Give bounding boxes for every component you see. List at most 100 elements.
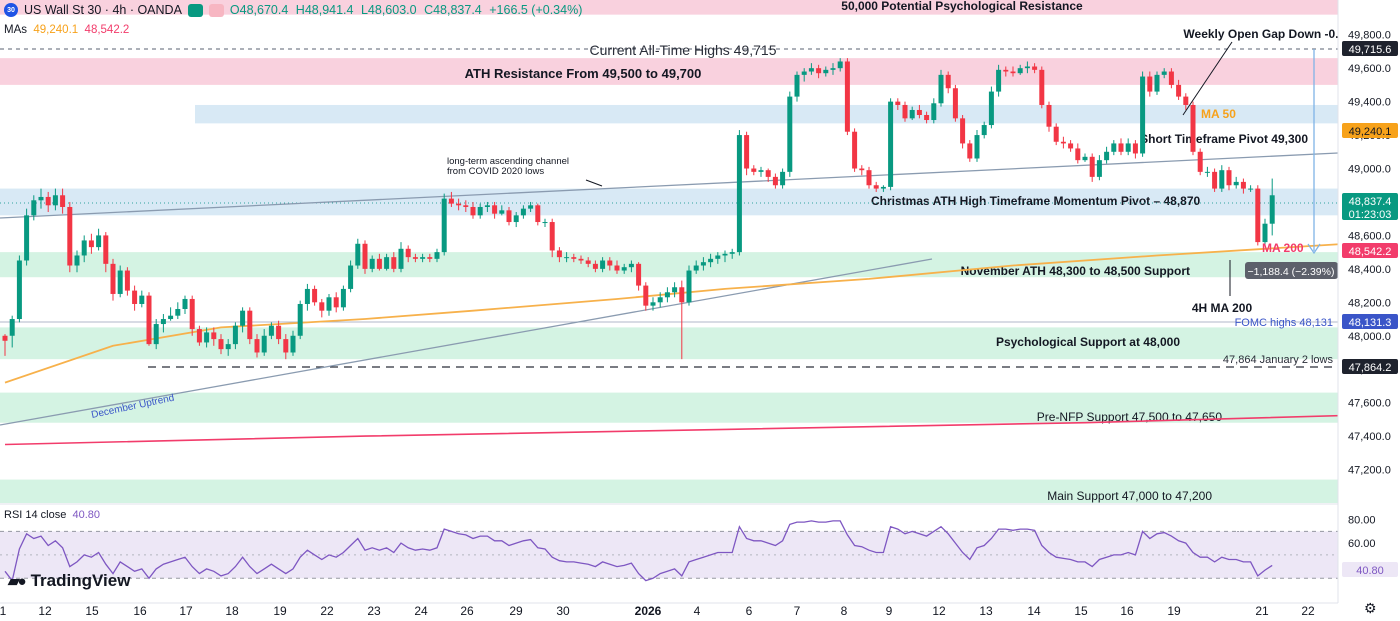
candle-body [88,240,94,248]
y-tick-label: 48,000.0 [1348,331,1391,343]
candle-body [513,215,519,223]
candle-body [24,215,30,261]
measure-badge [1245,262,1338,279]
last-price-tag [1342,193,1398,220]
x-tick-label: 15 [1074,604,1088,618]
candle-body [1233,181,1239,186]
candle-body [1032,66,1038,70]
candle-body [1125,143,1131,152]
candle-body [808,68,814,72]
candle-body [31,200,37,216]
candle-body [765,170,771,177]
rsi-line [4,520,1273,583]
candle-body [1075,148,1081,161]
candle-body [1154,74,1160,92]
candle-body [1269,195,1275,224]
annotation-ma200: MA 200 [1262,241,1304,255]
last-price-tag-label: 48,837.4 [1349,196,1392,208]
candle-body [456,203,462,206]
candle-body [679,287,685,303]
buy-dot-icon[interactable] [187,3,203,17]
y-tick-label: 49,000.0 [1348,164,1391,176]
candle-body [470,206,476,216]
x-tick-label: 13 [979,604,993,618]
rsi-value: 40.80 [72,509,101,521]
ohlc-readout: O48,670.4 H48,941.4 L48,603.0 C48,837.4 … [230,3,586,17]
candle-body [1010,71,1016,74]
candle-body [636,263,642,286]
candle-body [1003,69,1009,72]
x-tick-label: 19 [1167,604,1181,618]
ma50-line [4,240,1400,384]
y-tick-label: 49,600.0 [1348,63,1391,75]
candle-body [542,222,548,224]
candle-body [700,262,706,266]
candle-body [1104,151,1110,161]
x-tick-label: 30 [556,604,570,618]
annotation-4h-ma200: 4H MA 200 [1192,301,1253,315]
candle-body [952,88,958,119]
candle-body [1111,143,1117,152]
x-tick-label: 29 [509,604,523,618]
rsi-legend[interactable]: RSI 14 close 40.80 [4,509,100,521]
x-tick-label: 2026 [635,604,662,618]
ma200-price-tag-label: 48,542.2 [1349,246,1392,258]
candle-body [873,185,879,189]
candle-body [81,240,87,256]
candle-body [564,257,570,259]
zone-label: November ATH 48,300 to 48,500 Support [961,264,1190,278]
candle-body [924,115,930,121]
candle-body [1183,96,1189,105]
jan2-price-tag [1342,359,1398,374]
candle-body [823,69,829,74]
ma-legend-label: MAs [4,24,27,36]
candle-body [614,265,620,271]
candle-body [297,303,303,336]
candle-body [1082,156,1088,161]
candle-body [643,285,649,306]
measure-label: −1,188.4 (−2.39%) [1248,266,1335,278]
ohlc-high: H48,941.4 [295,3,354,17]
candle-body [146,295,152,345]
symbol-title[interactable]: US Wall St 30 · 4h · OANDA [24,3,182,17]
candle-body [232,325,238,345]
zone-label: ATH Resistance From 49,500 to 49,700 [465,66,702,81]
candle-body [96,235,102,248]
candle-body [744,135,750,169]
x-tick-label: 18 [225,604,239,618]
candle-body [859,168,865,171]
jan2-price-tag-label: 47,864.2 [1349,362,1392,374]
candle-body [333,297,339,308]
candle-body [571,257,577,259]
fomc-price-tag [1342,314,1398,329]
candle-body [2,335,8,341]
candle-body [888,101,894,187]
x-tick-label: 22 [1301,604,1315,618]
sell-dot-icon[interactable] [208,3,224,17]
candle-body [592,263,598,269]
candle-body [996,69,1002,92]
y-tick-label: 49,800.0 [1348,30,1391,42]
candle-body [139,295,145,304]
candle-body [326,297,332,311]
candle-body [412,257,418,259]
candle-body [650,302,656,306]
ohlc-close: C48,837.4 [424,3,482,17]
zone-band [0,0,1338,15]
ma-legend[interactable]: MAs 49,240.1 48,542.2 [4,24,129,36]
candle-body [830,68,836,70]
annotation-gap: Weekly Open Gap Down -0.90% [1183,27,1362,41]
ohlc-low: L48,603.0 [360,3,417,17]
y-tick-label: 49,400.0 [1348,97,1391,109]
candle-body [240,310,246,326]
settings-gear-icon[interactable]: ⚙ [1364,600,1377,616]
zone-band [0,58,1338,85]
candle-body [628,263,634,268]
candle-body [132,290,138,304]
candle-body [621,267,627,271]
candle-body [549,222,555,251]
candle-body [880,186,886,189]
candle-body [607,260,613,266]
candle-body [751,168,757,172]
